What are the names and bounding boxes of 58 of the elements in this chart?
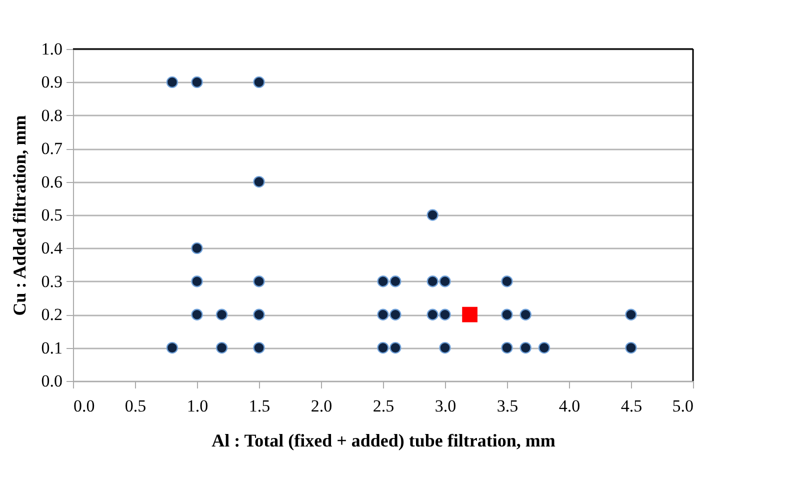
point xyxy=(191,242,203,254)
x-tick-label: 4.5 xyxy=(620,396,642,416)
y-tick-label: 0.7 xyxy=(41,139,63,158)
y-tick-label: 0.3 xyxy=(41,272,62,291)
y-tick-label: 0.8 xyxy=(41,106,62,125)
x-tick-label: 5.0 xyxy=(672,396,694,416)
point xyxy=(439,276,451,288)
point xyxy=(216,342,228,354)
point xyxy=(377,342,389,354)
y-tick-label: 0.6 xyxy=(41,172,62,192)
point xyxy=(625,308,637,320)
point xyxy=(426,276,438,288)
point xyxy=(520,342,532,354)
point xyxy=(390,342,402,354)
point xyxy=(501,308,513,320)
y-tick-label: 0.2 xyxy=(41,305,62,324)
point xyxy=(166,76,178,88)
x-tick-label: 0.5 xyxy=(124,396,146,416)
point xyxy=(377,276,389,288)
point xyxy=(520,308,532,320)
point xyxy=(253,342,265,354)
point xyxy=(253,76,265,88)
x-tick-label: 3.5 xyxy=(496,396,518,416)
point xyxy=(377,308,389,320)
point xyxy=(625,342,637,354)
point xyxy=(439,342,451,354)
x-tick-label: 1.0 xyxy=(186,396,208,416)
x-axis-title: Al : Total (fixed + added) tube filtration, mm xyxy=(212,430,556,450)
y-tick-label: 0.5 xyxy=(41,206,62,224)
x-tick-label: 1.5 xyxy=(248,396,270,416)
x-tick-label: 2.0 xyxy=(310,396,332,416)
point xyxy=(253,276,265,288)
point xyxy=(426,209,438,221)
y-tick-label: 0.1 xyxy=(41,338,62,358)
point xyxy=(462,306,478,322)
point xyxy=(253,308,265,320)
x-tick-label: 0.0 xyxy=(74,396,95,416)
point xyxy=(439,308,451,320)
x-tick-label: 4.0 xyxy=(558,396,580,416)
point xyxy=(216,308,228,320)
y-tick-label: 0.0 xyxy=(41,372,62,390)
y-tick-label: 0.9 xyxy=(41,72,62,92)
point xyxy=(166,342,178,354)
point xyxy=(501,276,513,288)
point xyxy=(426,308,438,320)
y-axis-title: Cu : Added filtration, mm xyxy=(9,115,30,316)
point xyxy=(191,276,203,288)
point xyxy=(191,76,203,88)
point xyxy=(191,308,203,320)
x-tick-label: 3.0 xyxy=(434,396,456,416)
point xyxy=(390,276,402,288)
point xyxy=(390,308,402,320)
point xyxy=(253,176,265,188)
point xyxy=(538,342,550,354)
y-tick-label: 1.0 xyxy=(41,40,62,58)
x-tick-label: 2.5 xyxy=(372,396,394,416)
point xyxy=(501,342,513,354)
y-tick-label: 0.4 xyxy=(41,238,63,258)
